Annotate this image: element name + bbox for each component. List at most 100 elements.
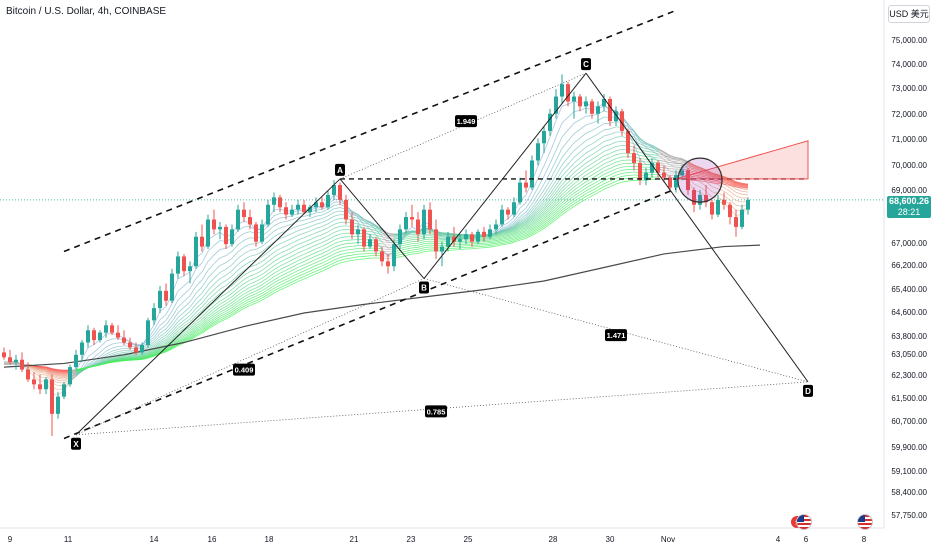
ribbon-segment [231, 274, 239, 282]
ribbon-segment [279, 276, 287, 280]
ribbon-segment [513, 225, 521, 230]
ribbon-segment [657, 153, 665, 156]
ribbon-segment [585, 171, 593, 176]
candle-body [170, 273, 174, 301]
time-tick-label: 4 [776, 535, 781, 544]
ribbon-segment [297, 219, 305, 222]
ribbon-segment [363, 250, 371, 252]
ribbon-segment [261, 269, 269, 275]
ribbon-segment [615, 166, 623, 170]
ribbon-segment [267, 292, 275, 298]
candle-body [338, 185, 342, 200]
ribbon-segment [561, 129, 569, 138]
ribbon-segment [213, 319, 221, 325]
ribbon-segment [285, 215, 293, 218]
ribbon-segment [375, 237, 383, 240]
ribbon-segment [501, 227, 509, 231]
ribbon-segment [537, 194, 545, 204]
ribbon-segment [375, 232, 383, 236]
price-axis[interactable]: 75,000.0074,000.0073,000.0072,000.0071,0… [883, 0, 932, 528]
ribbon-segment [171, 321, 179, 330]
ribbon-segment [495, 233, 503, 236]
ribbon-segment [627, 174, 635, 176]
ribbon-segment [141, 355, 149, 358]
ribbon-segment [33, 367, 41, 371]
ribbon-segment [591, 167, 599, 172]
ribbon-segment [261, 283, 269, 289]
ribbon-segment [525, 191, 533, 203]
ribbon-segment [297, 253, 305, 258]
ribbon-segment [519, 237, 527, 241]
ribbon-segment [201, 284, 209, 294]
ribbon-segment [243, 237, 251, 241]
ribbon-segment [321, 253, 329, 258]
ribbon-segment [543, 193, 551, 202]
ribbon-segment [363, 257, 371, 260]
ribbon-segment [261, 256, 269, 262]
ribbon-segment [681, 158, 689, 162]
ribbon-segment [357, 217, 365, 222]
ribbon-segment [609, 174, 617, 179]
ribbon-segment [243, 293, 251, 298]
ribbon-segment [597, 170, 605, 176]
ribbon-segment [555, 164, 563, 176]
ribbon-segment [513, 222, 521, 228]
ribbon-segment [231, 309, 239, 315]
ribbon-segment [249, 281, 257, 285]
ribbon-segment [597, 141, 605, 147]
ribbon-segment [537, 226, 545, 231]
ribbon-segment [321, 215, 329, 220]
last-price-value: 68,600.26 [888, 196, 930, 206]
ribbon-segment [351, 258, 359, 261]
ribbon-segment [729, 181, 737, 185]
ribbon-segment [81, 356, 89, 367]
ribbon-segment [237, 265, 245, 271]
ribbon-segment [639, 147, 647, 155]
ribbon-segment [669, 158, 677, 161]
currency-button[interactable]: USD 美元 [888, 5, 930, 23]
candle-body [524, 182, 528, 188]
ribbon-segment [543, 151, 551, 167]
us-flag-icon[interactable] [796, 514, 812, 530]
ribbon-segment [183, 295, 191, 302]
ribbon-segment [117, 351, 125, 354]
ribbon-segment [561, 207, 569, 213]
ribbon-segment [609, 121, 617, 124]
ribbon-segment [189, 286, 197, 296]
ribbon-segment [573, 194, 581, 200]
channel-upper-line [63, 9, 677, 253]
ribbon-segment [321, 208, 329, 213]
ribbon-segment [621, 162, 629, 165]
ribbon-segment [639, 146, 647, 150]
ribbon-segment [645, 142, 653, 146]
ribbon-segment [567, 206, 575, 211]
ribbon-segment [561, 188, 569, 195]
ribbon-segment [561, 191, 569, 198]
ribbon-segment [117, 357, 125, 359]
ribbon-segment [585, 174, 593, 179]
ribbon-segment [573, 182, 581, 188]
ribbon-segment [561, 197, 569, 203]
ribbon-segment [309, 265, 317, 269]
candle-body [596, 106, 600, 114]
candle-body [290, 209, 294, 215]
ribbon-segment [573, 179, 581, 185]
time-axis[interactable]: 9 11 14 16 18 21 23 25 28 30 Nov 4 6 8 [0, 527, 884, 544]
ribbon-segment [153, 338, 161, 345]
candle-body [314, 202, 318, 208]
ribbon-segment [603, 153, 611, 157]
ribbon-segment [549, 184, 557, 195]
ribbon-segment [591, 155, 599, 160]
ribbon-segment [717, 197, 725, 201]
candle-body [668, 177, 672, 188]
ribbon-segment [615, 173, 623, 176]
ribbon-segment [615, 160, 623, 163]
ribbon-segment [363, 252, 371, 255]
ribbon-segment [117, 348, 125, 350]
us-flag-icon[interactable] [857, 514, 873, 530]
candle-body [740, 209, 744, 227]
ribbon-segment [549, 212, 557, 219]
ribbon-segment [621, 180, 629, 183]
ribbon-segment [423, 240, 431, 243]
